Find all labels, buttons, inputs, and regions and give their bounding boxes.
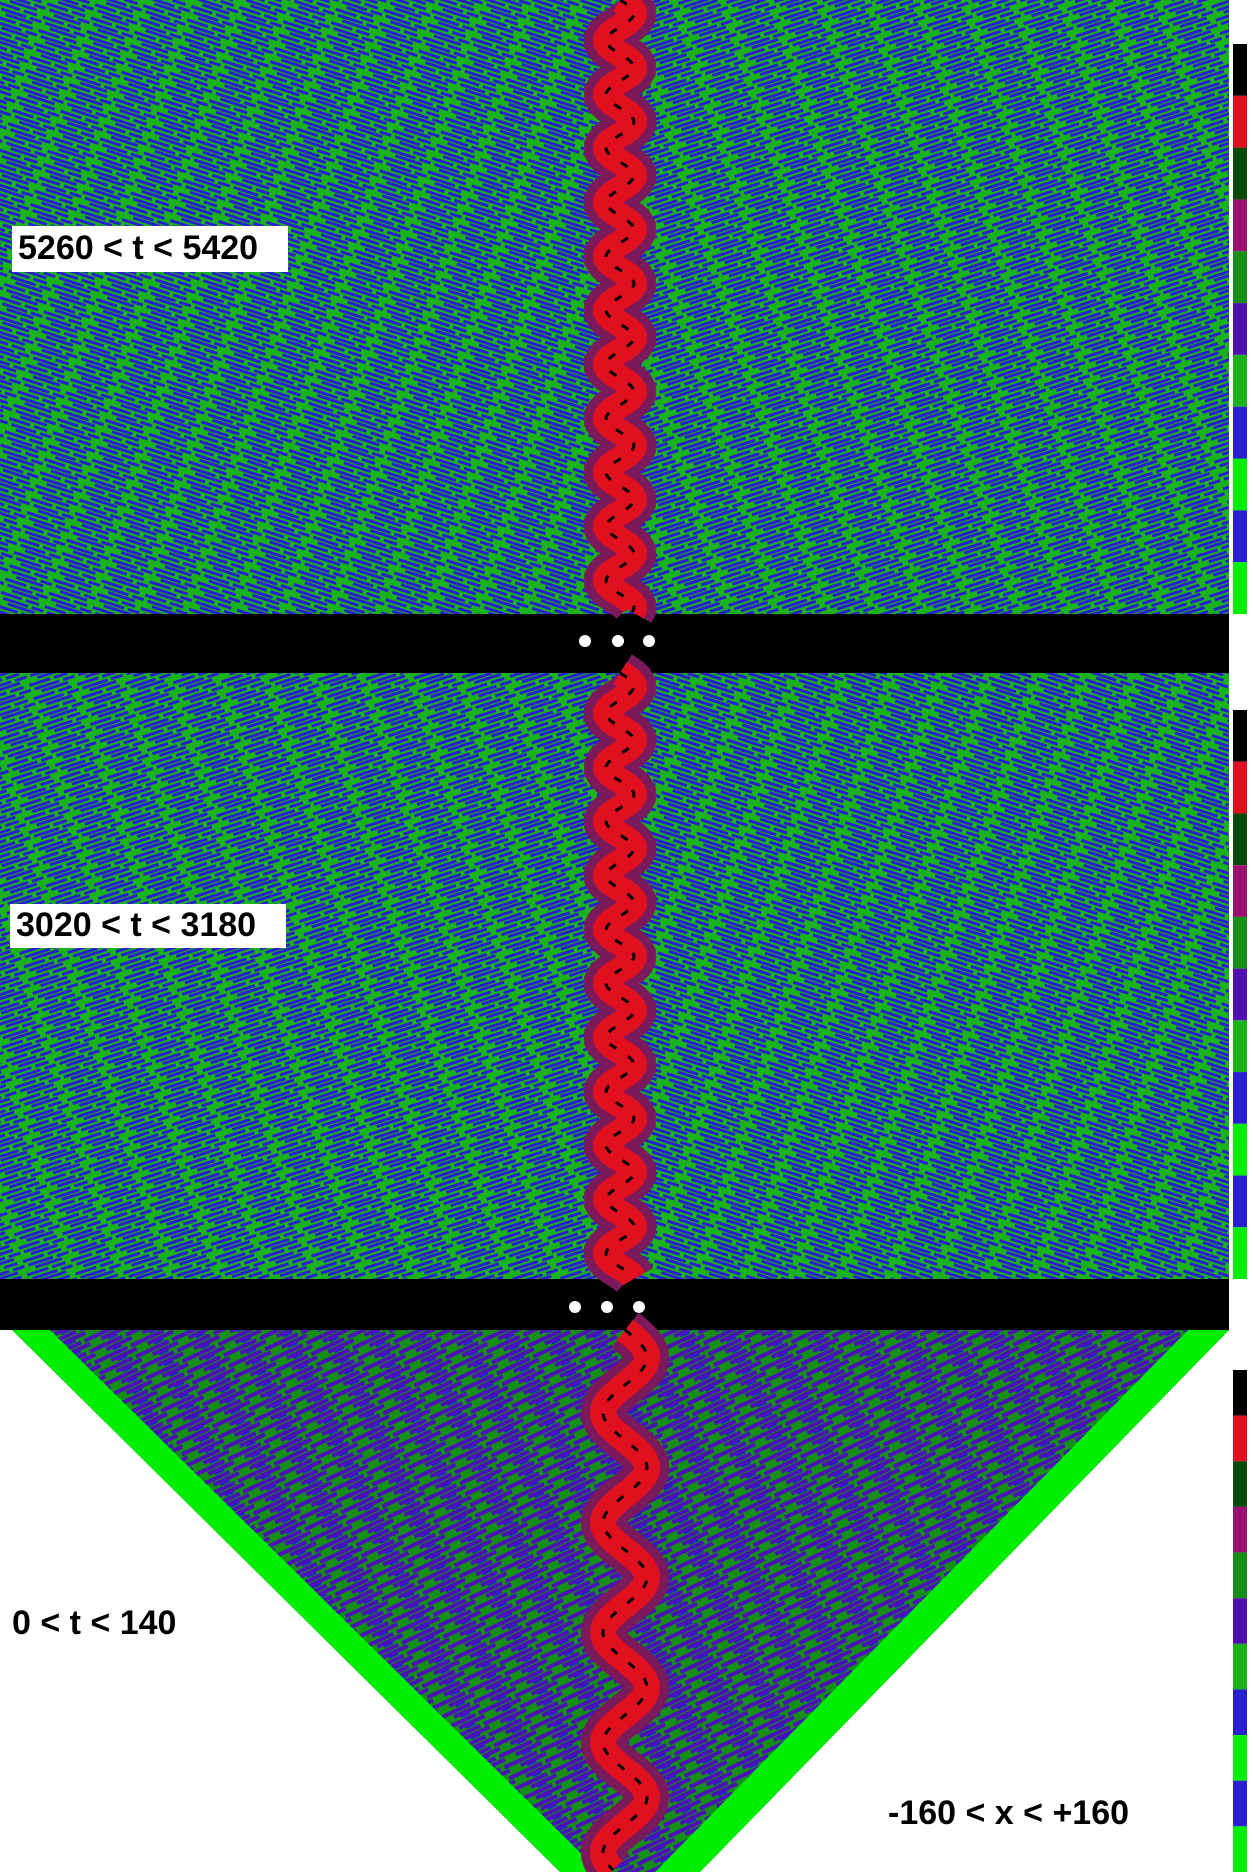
label-box	[10, 904, 286, 948]
front	[655, 1330, 1229, 1872]
dot	[601, 1301, 613, 1313]
colorbar-swatch	[1233, 1780, 1247, 1827]
pattern-left	[0, 0, 615, 614]
colorbar-swatch	[1233, 251, 1247, 304]
colorbar-swatch	[1233, 95, 1247, 148]
colorbar-swatch	[1233, 761, 1247, 814]
colorbar-swatch	[1233, 1461, 1247, 1507]
colorbar-swatch	[1233, 968, 1247, 1021]
label-box	[12, 226, 288, 272]
pattern-right	[615, 0, 1229, 614]
colorbar-swatch	[1233, 1227, 1247, 1279]
panel-label: 5260 < t < 5420	[18, 229, 258, 267]
colorbar-swatch	[1233, 406, 1247, 459]
dot	[612, 635, 624, 647]
front	[12, 1330, 600, 1872]
colorbar-swatch	[1233, 1826, 1247, 1872]
colorbar-swatch	[1233, 1175, 1247, 1228]
colorbar-swatch	[1233, 562, 1247, 614]
panel-label: 3020 < t < 3180	[16, 906, 256, 944]
colorbar-swatch	[1233, 1552, 1247, 1599]
colorbar-swatch	[1233, 1735, 1247, 1781]
colorbar-swatch	[1233, 813, 1247, 866]
colorbar-swatch	[1233, 1598, 1247, 1644]
colorbar-swatch	[1233, 865, 1247, 917]
colorbar-swatch	[1233, 199, 1247, 252]
colorbar-swatch	[1233, 1689, 1247, 1736]
dot	[633, 1301, 645, 1313]
colorbar-swatch	[1233, 458, 1247, 511]
colorbar-swatch	[1233, 1123, 1247, 1176]
core	[593, 0, 647, 619]
axis-label: -160 < x < +160	[888, 1794, 1129, 1832]
colorbar-swatch	[1233, 510, 1247, 563]
colorbar-swatch	[1233, 303, 1247, 355]
colorbar-swatch	[1233, 1072, 1247, 1124]
colorbar-swatch	[1233, 1370, 1247, 1416]
colorbar-swatch	[1233, 1643, 1247, 1690]
colorbar-swatch	[1233, 916, 1247, 969]
colorbar-swatch	[1233, 710, 1247, 762]
dot	[643, 635, 655, 647]
colorbar-swatch	[1233, 44, 1247, 96]
colorbar-swatch	[1233, 1415, 1247, 1462]
panel-label: 0 < t < 140	[12, 1604, 176, 1642]
colorbar-swatch	[1233, 147, 1247, 200]
dot	[569, 1301, 581, 1313]
pattern-left	[0, 673, 615, 1279]
core-line	[601, 1328, 649, 1872]
pattern-right	[615, 673, 1229, 1279]
dot	[579, 635, 591, 647]
core-trace	[580, 0, 670, 1872]
colorbar-swatch	[1233, 1506, 1247, 1553]
colorbar-swatch	[1233, 1020, 1247, 1073]
colorbar-swatch	[1233, 354, 1247, 407]
empty-region	[0, 1330, 560, 1872]
colorbar	[1233, 44, 1247, 1872]
core-line	[604, 671, 636, 1280]
